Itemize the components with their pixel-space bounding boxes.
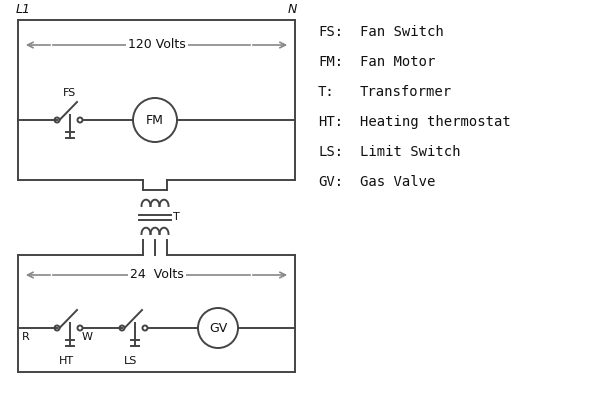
- Text: FM:: FM:: [318, 55, 343, 69]
- Text: FS:: FS:: [318, 25, 343, 39]
- Text: T: T: [173, 212, 180, 222]
- Text: LS:: LS:: [318, 145, 343, 159]
- Text: HT: HT: [58, 356, 74, 366]
- Text: Fan Switch: Fan Switch: [360, 25, 444, 39]
- Text: GV:: GV:: [318, 175, 343, 189]
- Text: Gas Valve: Gas Valve: [360, 175, 435, 189]
- Text: R: R: [22, 332, 30, 342]
- Text: FS: FS: [63, 88, 76, 98]
- Text: L1: L1: [16, 3, 31, 16]
- Text: N: N: [288, 3, 297, 16]
- Text: T:: T:: [318, 85, 335, 99]
- Text: W: W: [82, 332, 93, 342]
- Text: Heating thermostat: Heating thermostat: [360, 115, 511, 129]
- Text: GV: GV: [209, 322, 227, 334]
- Text: Limit Switch: Limit Switch: [360, 145, 461, 159]
- Text: HT:: HT:: [318, 115, 343, 129]
- Text: Fan Motor: Fan Motor: [360, 55, 435, 69]
- Text: FM: FM: [146, 114, 164, 126]
- Text: LS: LS: [124, 356, 137, 366]
- Text: 120 Volts: 120 Volts: [127, 38, 185, 52]
- Text: Transformer: Transformer: [360, 85, 452, 99]
- Text: 24  Volts: 24 Volts: [130, 268, 183, 282]
